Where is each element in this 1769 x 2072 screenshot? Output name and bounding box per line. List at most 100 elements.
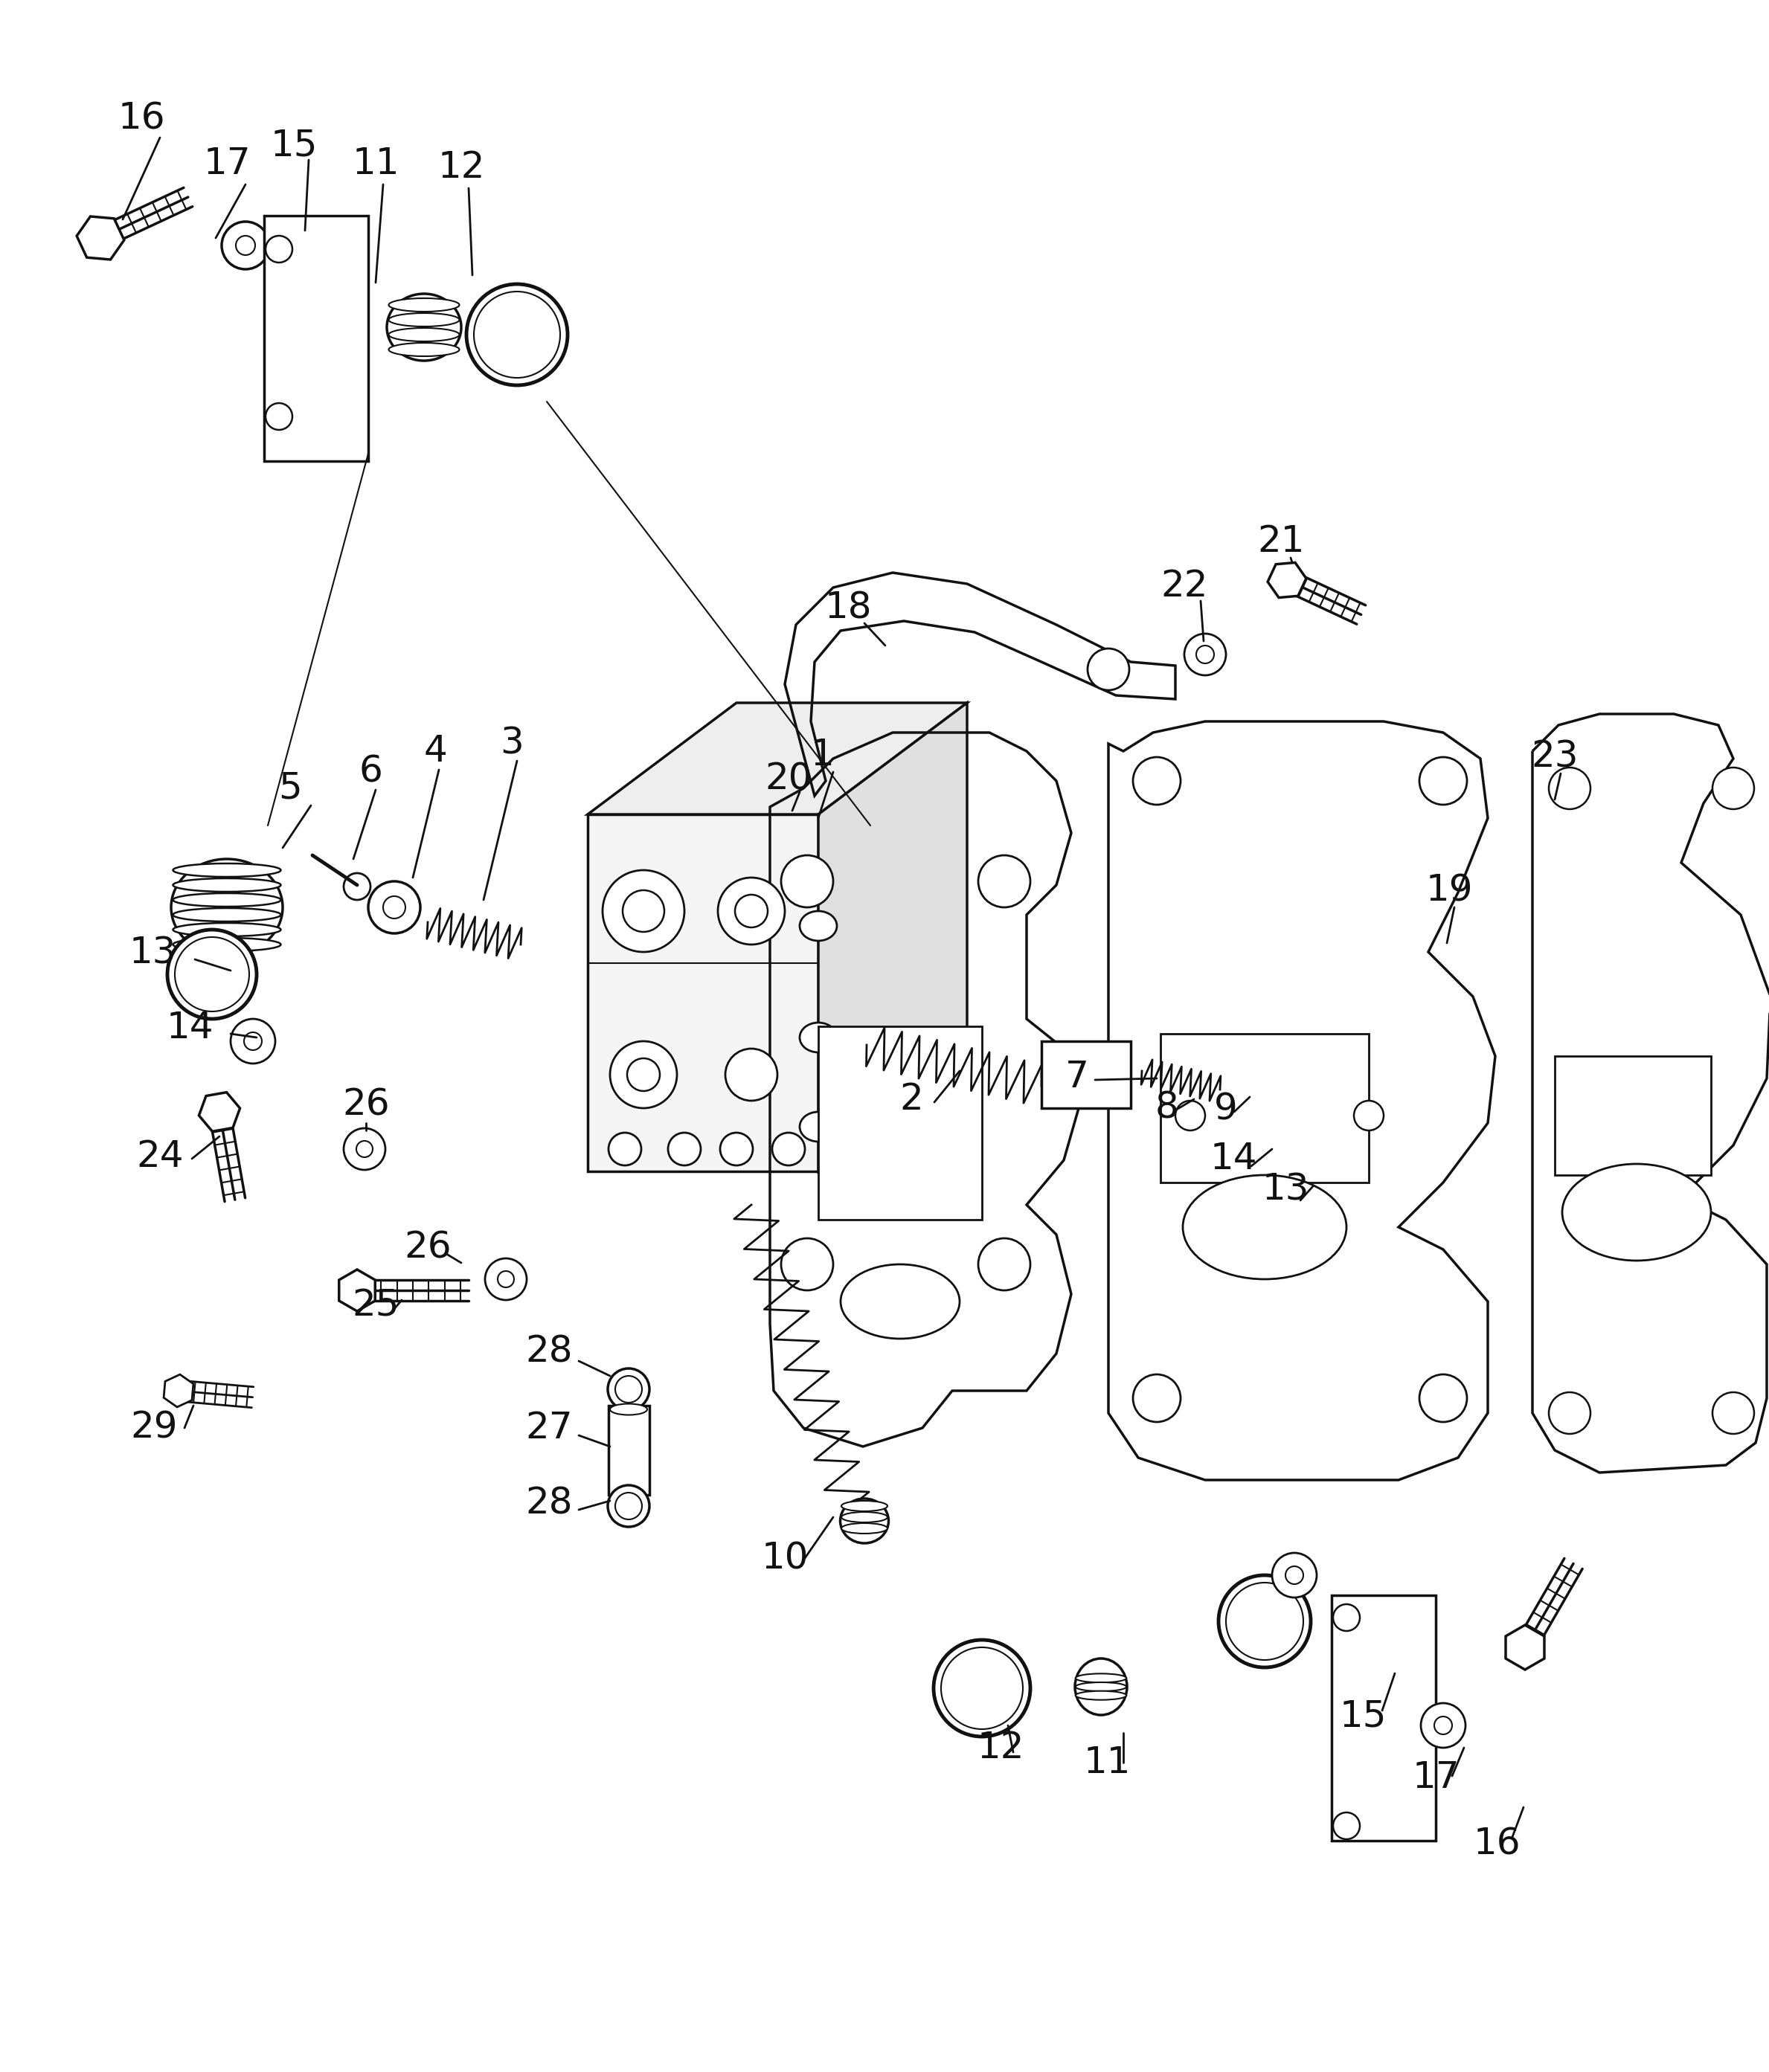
Circle shape <box>718 879 785 945</box>
Text: 24: 24 <box>136 1140 184 1175</box>
Circle shape <box>1286 1566 1304 1585</box>
Ellipse shape <box>172 860 283 955</box>
Ellipse shape <box>173 864 281 876</box>
Polygon shape <box>587 702 968 814</box>
Ellipse shape <box>610 1403 647 1415</box>
Circle shape <box>1334 1604 1360 1631</box>
Ellipse shape <box>1183 1175 1346 1278</box>
Circle shape <box>1419 1374 1467 1421</box>
Ellipse shape <box>1206 1069 1256 1111</box>
Ellipse shape <box>173 939 281 951</box>
Circle shape <box>941 1647 1022 1730</box>
Text: 11: 11 <box>1083 1745 1130 1780</box>
Circle shape <box>1175 1100 1205 1131</box>
Text: 11: 11 <box>352 145 400 182</box>
Text: 16: 16 <box>119 102 165 137</box>
Polygon shape <box>198 1092 241 1131</box>
Polygon shape <box>587 814 819 1171</box>
Text: 6: 6 <box>359 754 382 789</box>
Circle shape <box>1712 1392 1755 1434</box>
Text: 12: 12 <box>437 149 485 184</box>
Text: 17: 17 <box>1412 1759 1459 1794</box>
Text: 9: 9 <box>1214 1092 1238 1127</box>
Circle shape <box>616 1492 642 1519</box>
Circle shape <box>720 1133 754 1164</box>
Circle shape <box>609 1486 649 1527</box>
Text: 12: 12 <box>976 1730 1024 1765</box>
Ellipse shape <box>1042 1046 1093 1102</box>
Text: 15: 15 <box>271 126 317 164</box>
Ellipse shape <box>389 342 460 356</box>
Circle shape <box>626 1059 660 1092</box>
Text: 19: 19 <box>1426 872 1474 910</box>
Circle shape <box>343 872 370 899</box>
Circle shape <box>175 937 249 1011</box>
Text: 28: 28 <box>525 1334 573 1370</box>
Circle shape <box>1260 1077 1277 1096</box>
Polygon shape <box>1268 564 1306 597</box>
Circle shape <box>773 1133 805 1164</box>
Text: 7: 7 <box>1065 1059 1090 1094</box>
Circle shape <box>221 222 269 269</box>
Text: 13: 13 <box>1261 1173 1309 1208</box>
Text: 10: 10 <box>761 1539 808 1577</box>
Ellipse shape <box>1076 1682 1127 1691</box>
Circle shape <box>384 897 405 918</box>
Circle shape <box>1219 1575 1311 1668</box>
Bar <box>1332 1595 1436 1840</box>
Circle shape <box>978 1239 1030 1291</box>
Circle shape <box>609 1133 640 1164</box>
Bar <box>609 1405 649 1494</box>
Circle shape <box>782 1239 833 1291</box>
Text: 2: 2 <box>899 1082 923 1117</box>
Ellipse shape <box>389 327 460 342</box>
Circle shape <box>616 1376 642 1403</box>
Ellipse shape <box>387 294 462 361</box>
Circle shape <box>1183 634 1226 675</box>
Circle shape <box>497 1270 515 1287</box>
Ellipse shape <box>173 922 281 937</box>
Circle shape <box>1421 1703 1465 1749</box>
Text: 25: 25 <box>352 1287 400 1324</box>
Ellipse shape <box>800 912 837 941</box>
Circle shape <box>1132 1374 1180 1421</box>
Circle shape <box>610 1042 678 1109</box>
Circle shape <box>1196 646 1214 663</box>
Ellipse shape <box>389 298 460 311</box>
Circle shape <box>168 930 257 1019</box>
Polygon shape <box>1505 1624 1544 1670</box>
Ellipse shape <box>1076 1658 1127 1716</box>
Circle shape <box>1353 1100 1383 1131</box>
Text: 1: 1 <box>810 738 833 773</box>
Circle shape <box>244 1032 262 1051</box>
Text: 27: 27 <box>525 1411 573 1446</box>
Circle shape <box>934 1639 1030 1736</box>
Circle shape <box>265 404 292 429</box>
Circle shape <box>1088 649 1129 690</box>
Circle shape <box>1435 1716 1452 1734</box>
Ellipse shape <box>173 879 281 891</box>
Polygon shape <box>340 1270 375 1312</box>
Ellipse shape <box>389 313 460 327</box>
Circle shape <box>1419 756 1467 804</box>
Text: 18: 18 <box>824 591 872 626</box>
Ellipse shape <box>1217 1075 1245 1104</box>
Circle shape <box>603 870 685 951</box>
Circle shape <box>782 856 833 908</box>
Text: 26: 26 <box>343 1088 389 1123</box>
Text: 26: 26 <box>403 1231 451 1266</box>
Text: 3: 3 <box>501 725 524 762</box>
Circle shape <box>467 284 568 385</box>
Text: 22: 22 <box>1160 568 1208 603</box>
Circle shape <box>623 891 665 932</box>
Circle shape <box>235 236 255 255</box>
Circle shape <box>725 1048 777 1100</box>
Ellipse shape <box>840 1498 888 1544</box>
Bar <box>1160 1034 1369 1183</box>
Text: 21: 21 <box>1258 524 1304 559</box>
Circle shape <box>1712 767 1755 810</box>
Bar <box>819 1026 982 1220</box>
Polygon shape <box>819 702 968 1171</box>
Text: 5: 5 <box>278 771 302 806</box>
Circle shape <box>1550 1392 1590 1434</box>
